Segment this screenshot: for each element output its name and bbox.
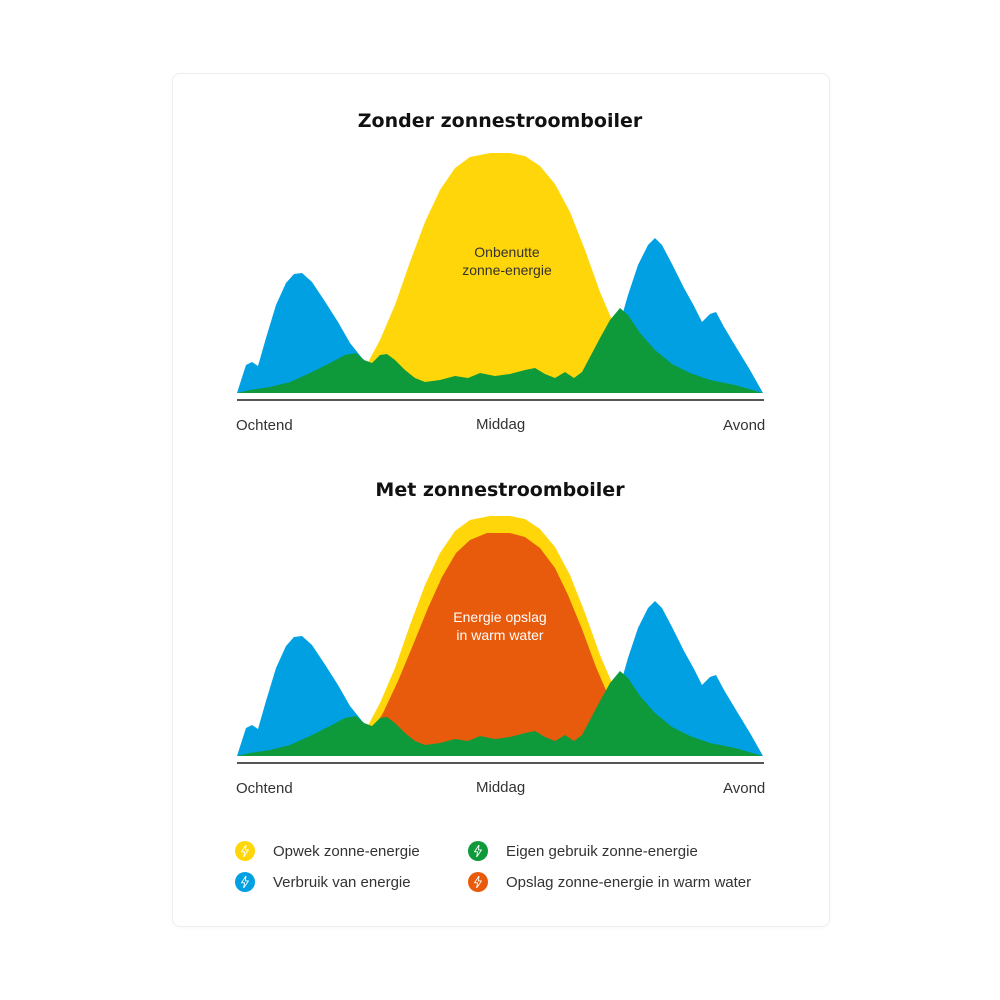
opslag-area — [356, 533, 638, 756]
legend-label: Verbruik van energie — [273, 873, 411, 891]
bottom-diagram-title: Met zonnestroomboiler — [375, 479, 625, 501]
top-diagram-title: Zonder zonnestroomboiler — [357, 110, 643, 132]
opwek-area — [352, 153, 652, 393]
bolt-icon — [235, 872, 255, 892]
top-area-label-line2: zonne-energie — [462, 262, 552, 278]
legend-item-opwek: Opwek zonne-energie — [235, 839, 420, 863]
top-area-label: Onbenutte zonne-energie — [407, 243, 607, 279]
bolt-icon — [235, 841, 255, 861]
bottom-area-label: Energie opslag in warm water — [400, 608, 600, 644]
eigen-gebruik-area — [237, 308, 763, 393]
bolt-icon — [468, 872, 488, 892]
top-area-label-line1: Onbenutte — [474, 244, 540, 260]
top-x-label-middag: Middag — [476, 416, 526, 433]
bottom-x-label-ochtend: Ochtend — [236, 780, 293, 797]
legend-item-verbruik: Verbruik van energie — [235, 870, 411, 894]
top-x-label-ochtend: Ochtend — [236, 417, 293, 434]
bottom-x-label-avond: Avond — [723, 780, 766, 797]
legend-item-eigen: Eigen gebruik zonne-energie — [468, 839, 698, 863]
legend-label: Opslag zonne-energie in warm water — [506, 873, 752, 891]
bottom-area-label-line1: Energie opslag — [453, 609, 547, 625]
legend-label: Eigen gebruik zonne-energie — [506, 842, 698, 860]
top-x-label-avond: Avond — [723, 417, 766, 434]
legend-label: Opwek zonne-energie — [273, 842, 420, 860]
bottom-x-label-middag: Middag — [476, 779, 526, 796]
legend-item-opslag: Opslag zonne-energie in warm water — [468, 870, 751, 894]
bottom-area-label-line2: in warm water — [456, 627, 544, 643]
eigen-gebruik-area — [237, 671, 763, 756]
bolt-icon — [468, 841, 488, 861]
